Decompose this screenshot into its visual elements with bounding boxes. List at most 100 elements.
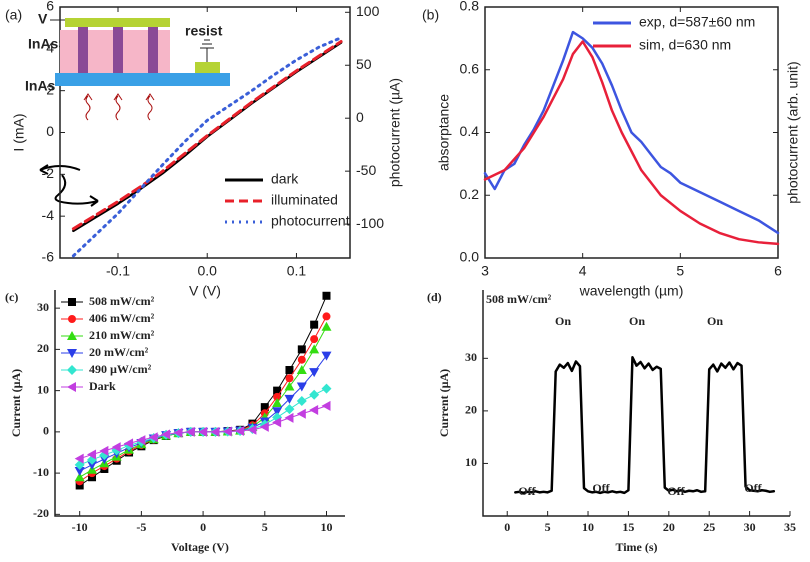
marker [310, 335, 319, 344]
y-tick-label: 20 [37, 341, 49, 355]
marker [321, 400, 331, 411]
inset-contact [195, 62, 220, 73]
legend-label: 508 mW/cm² [89, 294, 155, 308]
marker [74, 467, 85, 477]
y-axis-label: Current (µA) [437, 369, 451, 437]
inset-light [83, 93, 155, 121]
marker [321, 351, 332, 361]
series-line [71, 36, 343, 258]
y2-tick-label: 100 [356, 3, 380, 19]
y-tick-label: 30 [37, 300, 49, 314]
marker [273, 392, 282, 401]
series-line [483, 40, 780, 246]
y-tick-label: 30 [465, 350, 477, 364]
marker [74, 472, 85, 482]
marker [273, 386, 282, 395]
marker [272, 398, 283, 407]
x-tick-label: 5 [545, 520, 551, 534]
panel-label: (c) [5, 290, 18, 304]
x-tick-label: 0.1 [287, 263, 307, 279]
x-tick-label: 4 [579, 263, 587, 279]
legend-marker [67, 365, 77, 375]
x-tick-label: 0.0 [197, 263, 217, 279]
y-tick-label: 0.0 [460, 249, 480, 265]
y-tick-label: 20 [465, 403, 477, 417]
marker [124, 438, 134, 449]
y2-axis-label: photocurrent (µA) [387, 78, 403, 187]
marker [310, 320, 319, 329]
annotation: Off [667, 484, 685, 498]
marker [296, 365, 307, 375]
y-tick-label: 10 [37, 382, 49, 396]
y-tick-label: 10 [465, 455, 477, 469]
inset-pillar [113, 22, 123, 73]
y-tick-label: 0 [43, 424, 49, 438]
legend-marker [67, 382, 76, 392]
marker [185, 426, 195, 437]
y-tick-label: 2 [46, 81, 54, 97]
y-tick-label: 0.6 [460, 60, 480, 76]
x-tick-label: 3 [481, 263, 489, 279]
marker [260, 403, 269, 412]
x-tick-label: 15 [622, 520, 634, 534]
legend-label: exp, d=587±60 nm [639, 14, 755, 30]
marker [272, 417, 282, 428]
annotation: On [629, 314, 645, 328]
x-tick-label: -10 [72, 520, 88, 534]
marker [322, 291, 331, 300]
legend-marker [68, 315, 76, 323]
marker [222, 426, 232, 437]
legend-label: 490 µW/cm² [89, 362, 152, 376]
x-tick-label: 6 [774, 263, 782, 279]
x-tick-label: 10 [582, 520, 594, 534]
y-tick-label: 0 [46, 123, 54, 139]
y-tick-label: 0.4 [460, 123, 480, 139]
x-tick-label: 10 [320, 520, 332, 534]
marker [88, 473, 97, 482]
panel: (c) -10 -5 0 5 10 -20 -10 0 10 20 30 Voltage (V) Curr… [5, 290, 345, 554]
marker [210, 426, 220, 437]
x-tick-label: -0.1 [106, 263, 130, 279]
inset-label: resist [185, 23, 223, 39]
chart-title: 508 mW/cm² [486, 292, 552, 306]
marker [285, 374, 294, 383]
marker [259, 421, 269, 432]
y-axis-label: I (mA) [11, 113, 27, 151]
marker [321, 321, 332, 331]
x-tick-label: 0 [504, 520, 510, 534]
panel-label: (d) [427, 290, 442, 304]
marker [309, 405, 319, 416]
marker [322, 312, 331, 321]
x-axis-label: V (V) [189, 283, 221, 299]
x-tick-label: 25 [703, 520, 715, 534]
legend-label: Dark [89, 379, 116, 393]
marker [284, 404, 295, 415]
marker [309, 344, 320, 354]
y-tick-label: -4 [42, 207, 55, 223]
marker [247, 424, 257, 435]
legend-label: 210 mW/cm² [89, 328, 155, 342]
marker [74, 453, 84, 464]
marker [297, 345, 306, 354]
panel-label: (b) [422, 7, 439, 23]
inset-contact [65, 18, 170, 27]
y-tick-label: -2 [42, 165, 55, 181]
inset-ground [200, 39, 214, 62]
y-tick-label: 0.2 [460, 186, 480, 202]
series-line [514, 356, 776, 495]
annotation: Off [744, 481, 762, 495]
annotation: Off [592, 481, 610, 495]
inset-diagram [50, 18, 230, 121]
marker [99, 445, 109, 456]
y2-axis-label: photocurrent (arb. unit) [785, 61, 801, 203]
legend-label: illuminated [271, 192, 338, 208]
marker [111, 442, 121, 453]
marker [272, 407, 283, 417]
x-axis-label: Time (s) [615, 540, 657, 554]
x-tick-label: 5 [676, 263, 684, 279]
axis-frame [54, 290, 345, 517]
x-tick-label: 0 [200, 520, 206, 534]
marker [284, 381, 295, 391]
annotation: On [555, 314, 571, 328]
marker [75, 481, 84, 490]
